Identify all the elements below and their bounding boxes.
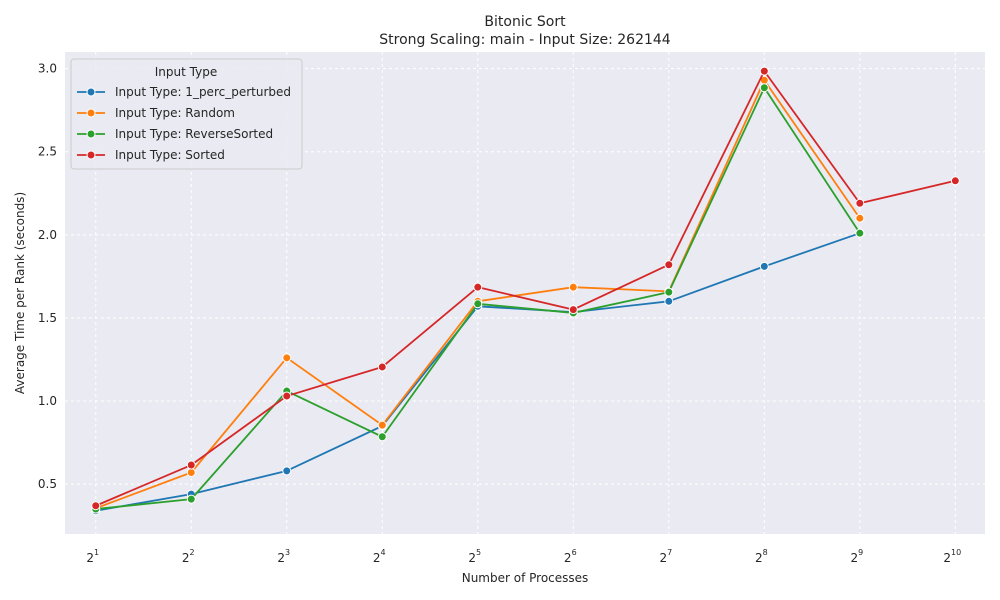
x-tick-base: 2 [182, 551, 190, 565]
x-tick-exponent: 6 [572, 548, 577, 557]
y-tick-label: 2.0 [38, 228, 57, 242]
legend-marker [86, 108, 96, 118]
x-tick-exponent: 9 [858, 548, 863, 557]
legend-title: Input Type [155, 65, 217, 79]
x-tick-exponent: 7 [667, 548, 672, 557]
x-tick-label: 24 [373, 548, 386, 565]
data-point [473, 299, 483, 309]
y-tick-label: 3.0 [38, 62, 57, 76]
x-tick-exponent: 3 [285, 548, 290, 557]
series-3 [91, 66, 960, 511]
legend-box [70, 58, 303, 170]
data-point [377, 420, 387, 430]
series-lines [91, 66, 960, 516]
x-tick-label: 25 [468, 548, 481, 565]
y-tick-label: 1.0 [38, 394, 57, 408]
data-point [664, 296, 674, 306]
x-tick-base: 2 [86, 551, 94, 565]
legend-marker [86, 87, 96, 97]
x-tick-base: 2 [755, 551, 763, 565]
legend-label: Input Type: ReverseSorted [115, 127, 273, 141]
x-tick-base: 2 [564, 551, 572, 565]
data-point [186, 468, 196, 478]
legend: Input Type Input Type: 1_perc_perturbedI… [70, 58, 303, 170]
y-axis-label: Average Time per Rank (seconds) [13, 192, 27, 394]
data-point [759, 261, 769, 271]
x-axis-label: Number of Processes [462, 571, 589, 585]
x-tick-base: 2 [373, 551, 381, 565]
data-point [855, 213, 865, 223]
legend-items: Input Type: 1_perc_perturbed Input Type: … [77, 85, 291, 162]
data-point [473, 282, 483, 292]
x-tick-base: 2 [277, 551, 285, 565]
data-point [91, 501, 101, 511]
data-point [664, 287, 674, 297]
axis-ticks: 0.51.01.52.02.53.021 22 23 24 25 26 27 28 29 210 [38, 62, 961, 565]
x-tick-label: 210 [943, 548, 961, 565]
legend-label: Input Type: Random [115, 106, 235, 120]
y-tick-label: 2.5 [38, 145, 57, 159]
x-tick-exponent: 4 [381, 548, 386, 557]
x-tick-label: 21 [86, 548, 99, 565]
data-point [186, 494, 196, 504]
x-tick-label: 22 [182, 548, 195, 565]
data-point [759, 83, 769, 93]
legend-entry: Input Type: Sorted [77, 148, 225, 162]
series-line [95, 70, 956, 507]
legend-marker [86, 150, 96, 160]
legend-label: Input Type: 1_perc_perturbed [115, 85, 291, 99]
x-tick-base: 2 [850, 551, 858, 565]
data-point [282, 353, 292, 363]
x-tick-base: 2 [468, 551, 476, 565]
data-point [186, 460, 196, 470]
x-tick-label: 23 [277, 548, 290, 565]
x-tick-base: 2 [943, 551, 951, 565]
legend-entry: Input Type: Random [77, 106, 235, 120]
x-tick-label: 29 [850, 548, 863, 565]
x-tick-label: 27 [659, 548, 672, 565]
x-tick-base: 2 [659, 551, 667, 565]
data-point [855, 198, 865, 208]
data-point [855, 228, 865, 238]
data-point [664, 260, 674, 270]
legend-entry: Input Type: 1_perc_perturbed [77, 85, 291, 99]
chart-title: Bitonic Sort [484, 14, 566, 30]
x-tick-exponent: 8 [763, 548, 768, 557]
chart-subtitle: Strong Scaling: main - Input Size: 26214… [379, 32, 671, 48]
x-tick-exponent: 2 [190, 548, 195, 557]
x-tick-label: 28 [755, 548, 768, 565]
legend-entry: Input Type: ReverseSorted [77, 127, 273, 141]
y-tick-label: 0.5 [38, 477, 57, 491]
data-point [377, 432, 387, 442]
legend-label: Input Type: Sorted [115, 148, 225, 162]
data-point [282, 466, 292, 476]
x-tick-exponent: 10 [951, 548, 961, 557]
data-point [568, 282, 578, 292]
x-tick-exponent: 1 [94, 548, 99, 557]
x-tick-exponent: 5 [476, 548, 481, 557]
data-point [568, 305, 578, 315]
data-point [377, 362, 387, 372]
legend-marker [86, 129, 96, 139]
data-point [282, 391, 292, 401]
y-tick-label: 1.5 [38, 311, 57, 325]
x-tick-label: 26 [564, 548, 577, 565]
data-point [759, 66, 769, 76]
data-point [950, 176, 960, 186]
